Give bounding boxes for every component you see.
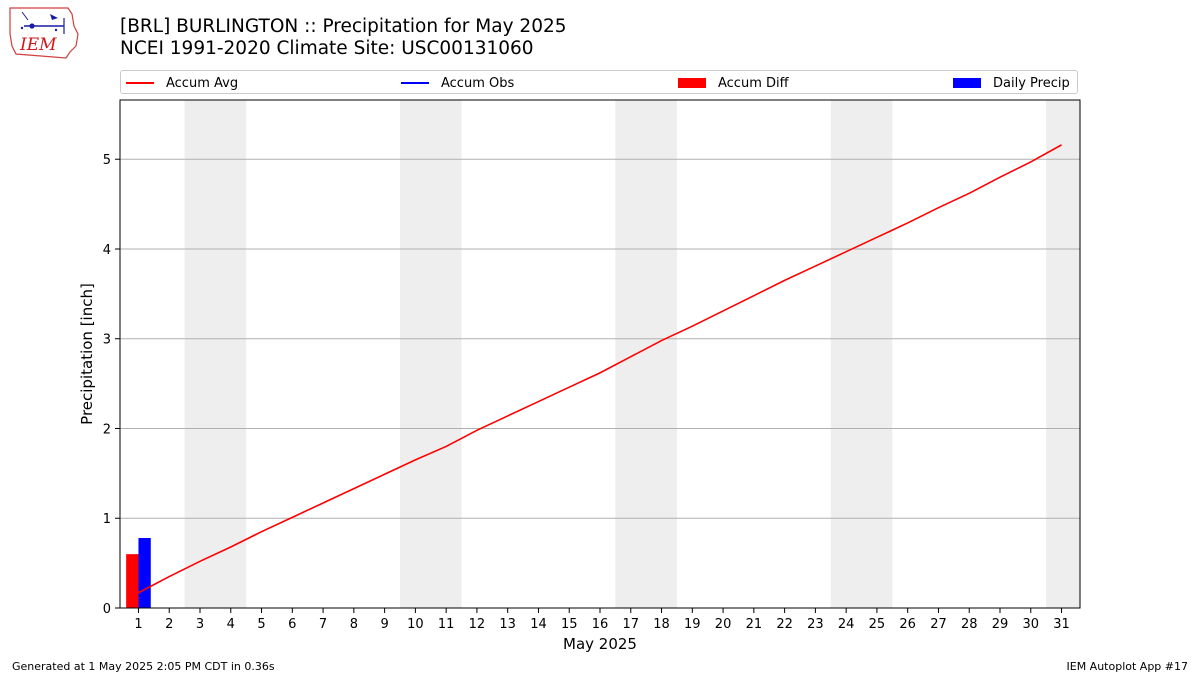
x-tick-label-25: 25 xyxy=(869,617,886,632)
weekend-band-0 xyxy=(184,100,247,608)
y-tick-label-5: 5 xyxy=(103,153,111,168)
x-tick-label-17: 17 xyxy=(622,617,639,632)
x-tick-label-20: 20 xyxy=(715,617,732,632)
bar-accum-diff-1 xyxy=(126,554,139,608)
x-tick-label-3: 3 xyxy=(196,617,204,632)
x-tick-label-21: 21 xyxy=(746,617,763,632)
x-tick-label-12: 12 xyxy=(469,617,486,632)
y-tick-label-2: 2 xyxy=(103,422,111,437)
legend-label-daily-precip: Daily Precip xyxy=(993,75,1070,91)
y-tick-label-3: 3 xyxy=(103,333,111,348)
x-tick-label-26: 26 xyxy=(899,617,916,632)
weekend-band-3 xyxy=(830,100,893,608)
x-tick-label-11: 11 xyxy=(438,617,455,632)
legend-item-accum-avg: Accum Avg xyxy=(126,75,238,91)
legend-item-accum-obs: Accum Obs xyxy=(401,75,514,91)
plot-frame xyxy=(119,99,1081,609)
x-tick-label-30: 30 xyxy=(1022,617,1039,632)
legend-label-accum-avg: Accum Avg xyxy=(166,75,239,91)
legend-label-accum-obs: Accum Obs xyxy=(441,75,515,91)
weekend-band-4 xyxy=(1046,100,1080,608)
legend-item-accum-diff: Accum Diff xyxy=(678,75,789,91)
legend-item-daily-precip: Daily Precip xyxy=(953,75,1070,91)
x-tick-label-22: 22 xyxy=(776,617,793,632)
x-tick-label-31: 31 xyxy=(1053,617,1070,632)
x-axis-label: May 2025 xyxy=(563,635,637,653)
legend-swatch-accum-diff xyxy=(678,78,706,88)
x-tick-label-18: 18 xyxy=(653,617,670,632)
footer-app-id: IEM Autoplot App #17 xyxy=(1066,660,1189,673)
chart-subtitle: NCEI 1991-2020 Climate Site: USC00131060 xyxy=(120,38,534,59)
legend-swatch-daily-precip xyxy=(953,78,981,88)
legend: Accum Avg Accum Obs Accum Diff Daily Pre… xyxy=(120,70,1078,94)
x-tick-label-16: 16 xyxy=(592,617,609,632)
x-tick-label-10: 10 xyxy=(407,617,424,632)
x-tick-label-24: 24 xyxy=(838,617,855,632)
x-tick-label-1: 1 xyxy=(134,617,142,632)
x-tick-label-15: 15 xyxy=(561,617,578,632)
x-tick-label-6: 6 xyxy=(288,617,296,632)
logo-text: IEM xyxy=(19,35,57,55)
y-tick-label-0: 0 xyxy=(103,602,111,617)
x-tick-label-13: 13 xyxy=(499,617,516,632)
iem-logo: IEM xyxy=(6,4,82,64)
x-tick-label-27: 27 xyxy=(930,617,947,632)
legend-label-accum-diff: Accum Diff xyxy=(718,75,789,91)
x-tick-label-28: 28 xyxy=(961,617,978,632)
line-accum-avg xyxy=(138,144,1062,594)
x-tick-label-7: 7 xyxy=(319,617,327,632)
x-tick-label-8: 8 xyxy=(350,617,358,632)
weekend-band-1 xyxy=(400,100,462,608)
x-tick-label-9: 9 xyxy=(380,617,388,632)
x-tick-label-19: 19 xyxy=(684,617,701,632)
legend-swatch-accum-avg xyxy=(126,82,154,84)
x-tick-label-5: 5 xyxy=(257,617,265,632)
footer-generated: Generated at 1 May 2025 2:05 PM CDT in 0… xyxy=(12,660,275,673)
chart-title: [BRL] BURLINGTON :: Precipitation for Ma… xyxy=(120,16,567,37)
bar-daily-precip-1 xyxy=(138,537,151,608)
x-tick-label-2: 2 xyxy=(165,617,173,632)
x-tick-label-23: 23 xyxy=(807,617,824,632)
x-tick-label-4: 4 xyxy=(227,617,235,632)
chart-title-block: [BRL] BURLINGTON :: Precipitation for Ma… xyxy=(120,16,567,60)
y-tick-label-4: 4 xyxy=(103,243,111,258)
x-tick-label-29: 29 xyxy=(992,617,1009,632)
y-axis-label: Precipitation [inch] xyxy=(78,283,96,425)
legend-swatch-accum-obs xyxy=(401,82,429,84)
y-tick-label-1: 1 xyxy=(103,512,111,527)
x-tick-label-14: 14 xyxy=(530,617,547,632)
weekend-band-2 xyxy=(615,100,677,608)
